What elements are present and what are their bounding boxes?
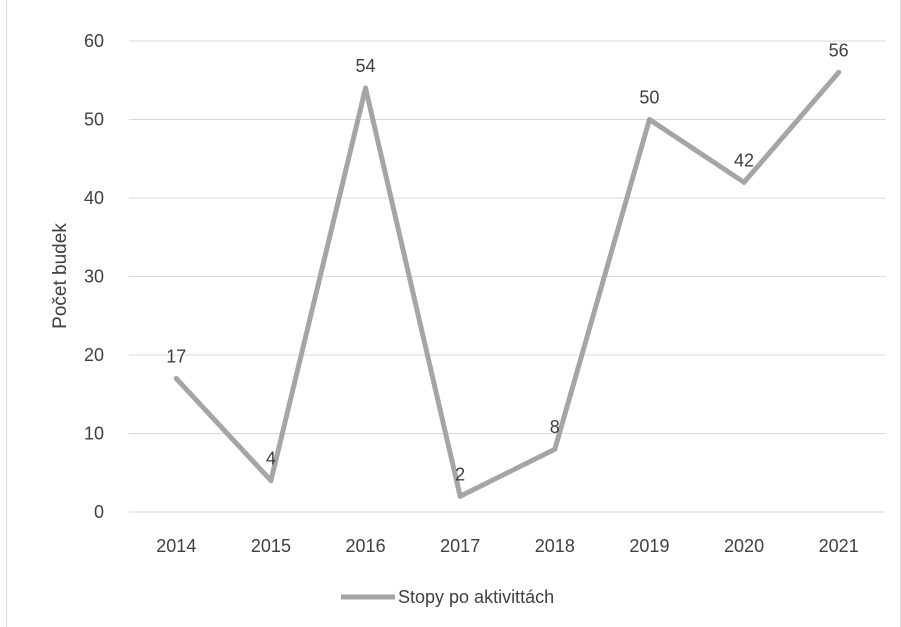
data-point: [552, 446, 558, 452]
data-label: 2: [455, 464, 465, 484]
y-tick-label: 0: [94, 502, 104, 522]
data-point: [457, 493, 463, 499]
line-segment: [646, 117, 747, 185]
data-label: 4: [266, 449, 276, 469]
data-point: [173, 376, 179, 382]
data-label: 56: [829, 40, 849, 60]
line-segment: [363, 85, 463, 499]
x-axis-tick-labels: 2014 2015 2016 2017 2018 2019 2020 2021: [156, 536, 858, 556]
y-tick-label: 60: [84, 31, 104, 51]
y-tick-label: 20: [84, 345, 104, 365]
y-axis-tick-labels: 0 10 20 30 40 50 60: [84, 31, 104, 522]
legend: Stopy po aktivittách: [341, 587, 554, 607]
data-point: [646, 117, 652, 122]
y-tick-label: 50: [84, 110, 104, 130]
line-segment: [457, 446, 558, 499]
data-point: [836, 69, 842, 75]
x-tick-label: 2016: [346, 536, 386, 556]
data-label: 50: [639, 88, 659, 108]
series-line: [173, 69, 842, 499]
x-tick-label: 2021: [819, 536, 859, 556]
gridlines: [129, 40, 886, 513]
x-tick-label: 2019: [629, 536, 669, 556]
data-label: 42: [734, 150, 754, 170]
legend-label: Stopy po aktivittách: [398, 587, 554, 607]
x-tick-label: 2014: [156, 536, 196, 556]
line-segment: [741, 69, 842, 185]
y-tick-label: 30: [84, 267, 104, 287]
line-segment: [268, 85, 369, 484]
data-label: 54: [356, 56, 376, 76]
data-point: [741, 179, 747, 185]
x-tick-label: 2015: [251, 536, 291, 556]
x-tick-label: 2017: [440, 536, 480, 556]
x-tick-label: 2018: [535, 536, 575, 556]
frame-left-border: [6, 0, 7, 627]
y-tick-label: 10: [84, 424, 104, 444]
data-label: 8: [550, 417, 560, 437]
line-segment: [173, 376, 274, 484]
series-lines: [173, 69, 842, 499]
x-tick-label: 2020: [724, 536, 764, 556]
data-point: [268, 478, 274, 484]
data-point: [363, 85, 369, 91]
y-axis-title: Počet budek: [50, 223, 71, 329]
data-labels: 17 4 54 2 8 50 42 56: [166, 40, 848, 484]
line-segment: [552, 117, 652, 452]
y-tick-label: 40: [84, 188, 104, 208]
data-label: 17: [166, 347, 186, 367]
